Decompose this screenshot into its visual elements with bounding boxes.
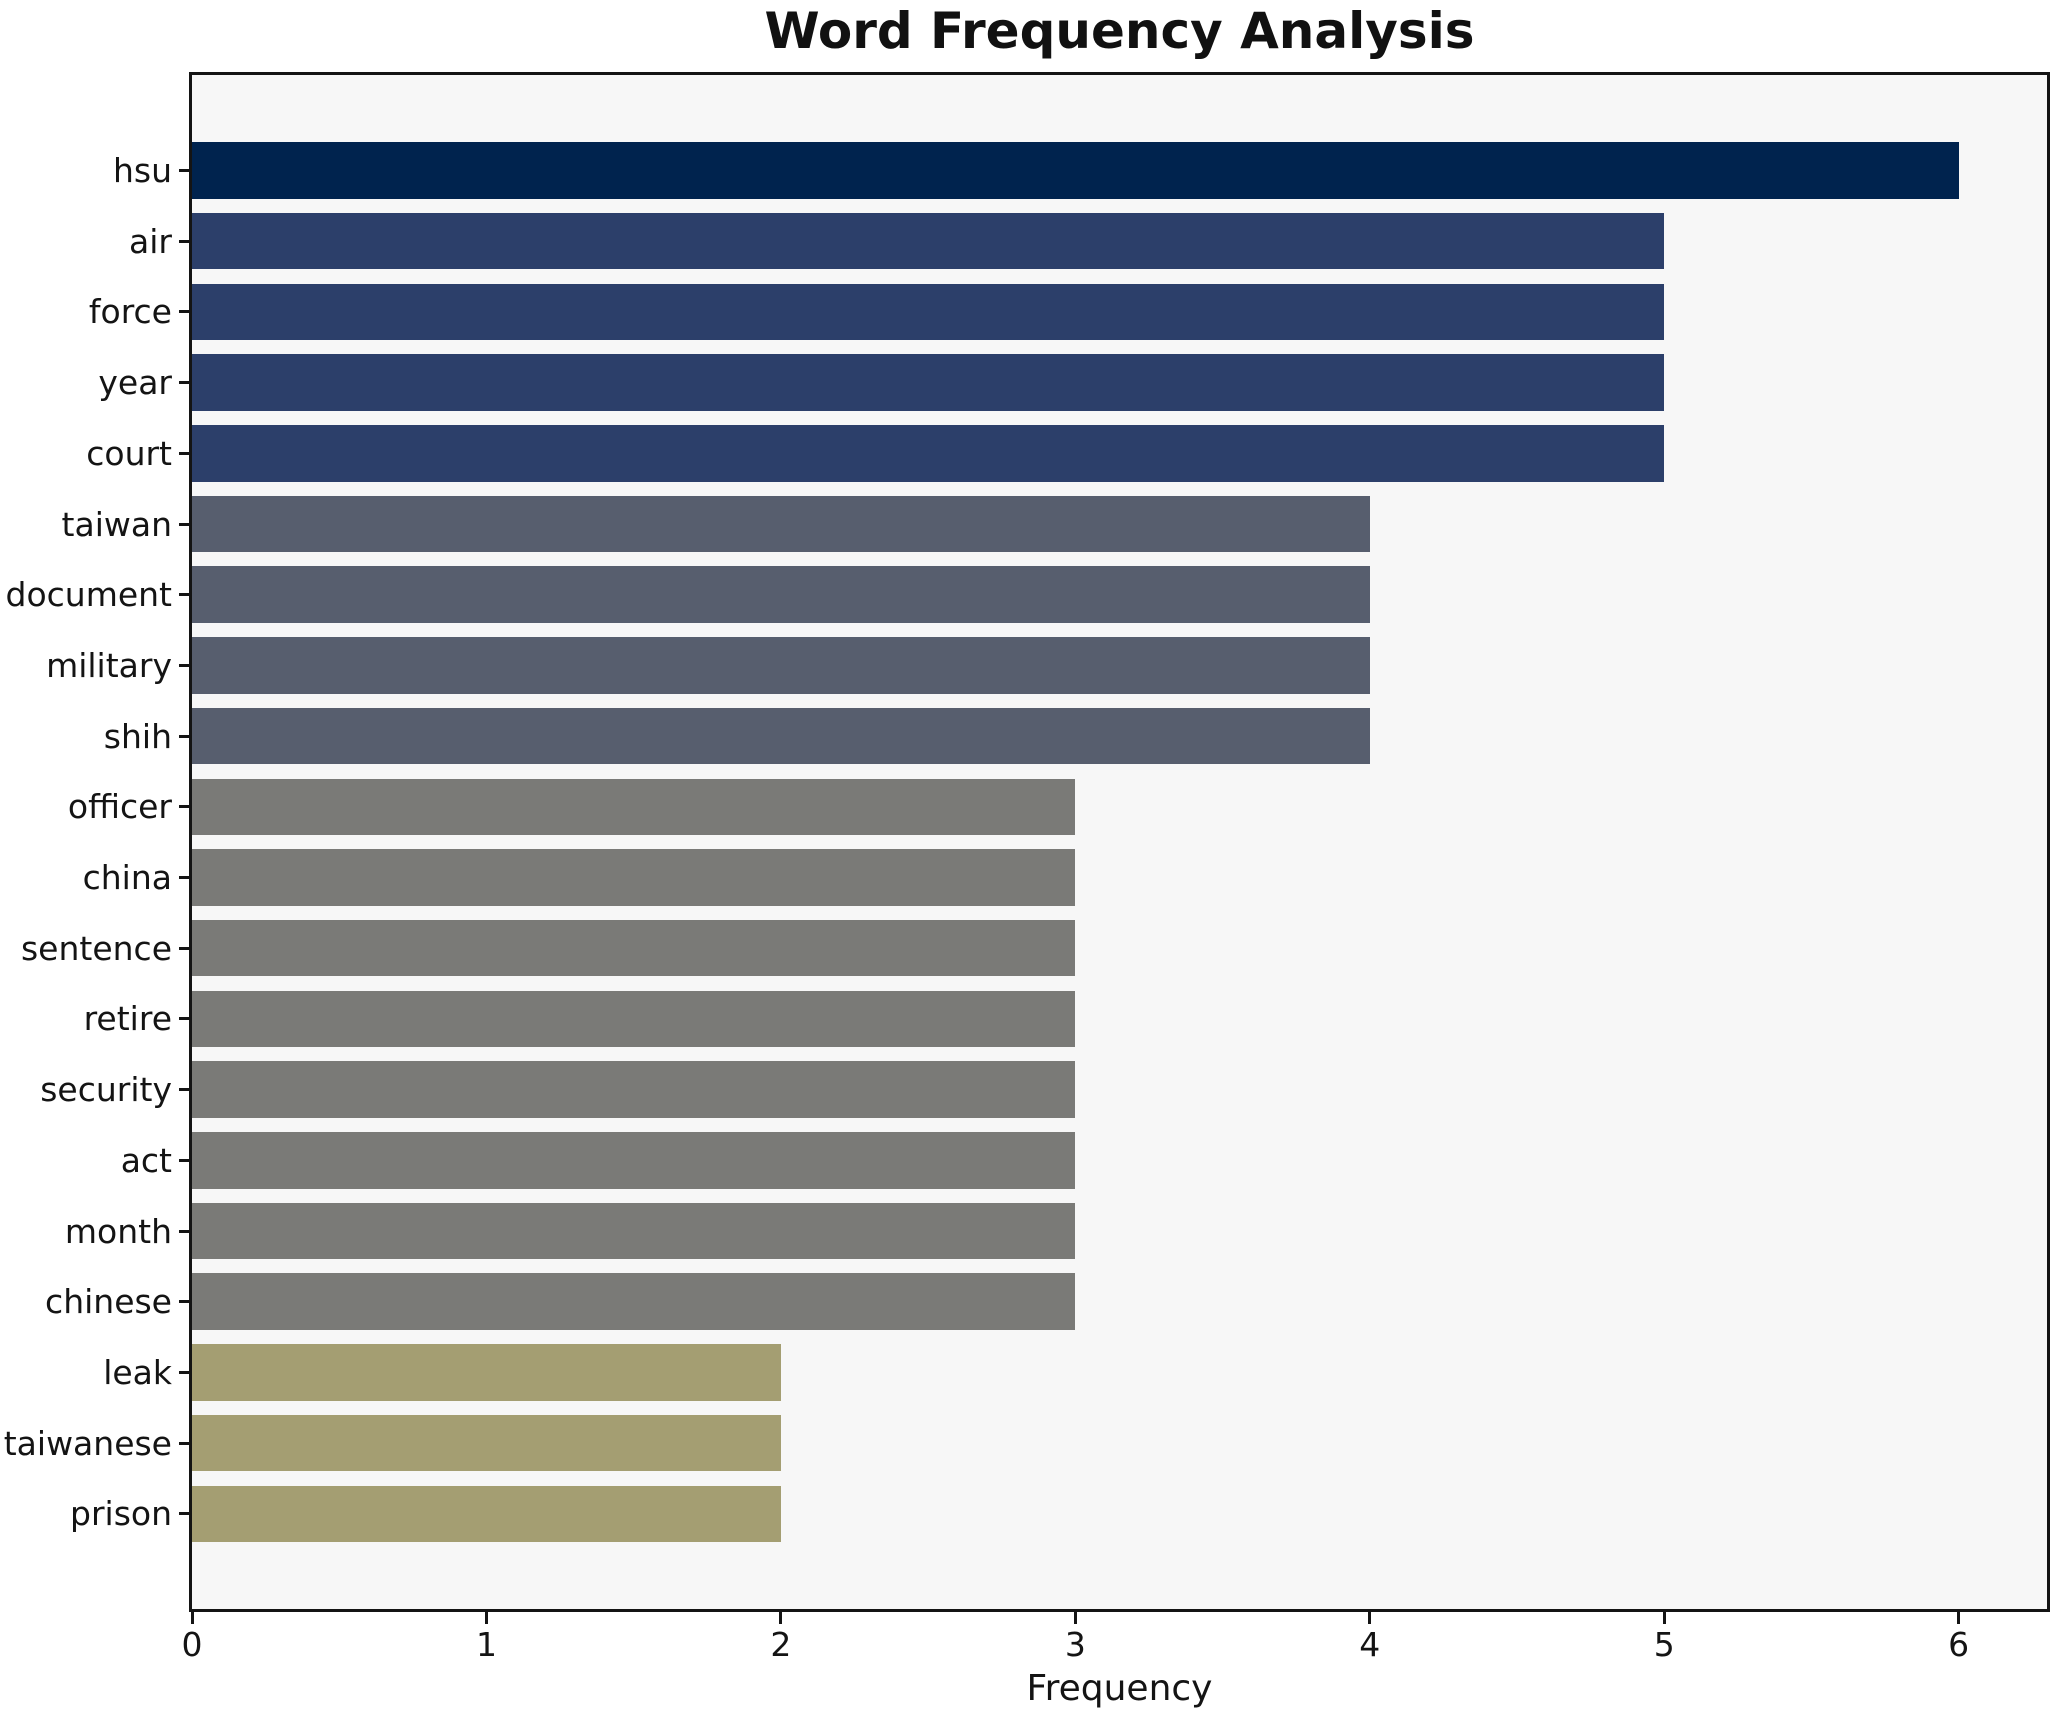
y-tick-label-officer: officer <box>67 787 172 827</box>
y-tick-label-security: security <box>40 1070 172 1110</box>
bar-taiwan <box>192 495 1370 553</box>
y-tick-mark <box>179 1017 189 1021</box>
y-tick-mark <box>179 593 189 597</box>
bar-act <box>192 1132 1076 1189</box>
y-tick-mark <box>179 381 189 385</box>
x-tick-mark <box>779 1612 783 1624</box>
x-tick-label-2: 2 <box>770 1625 792 1664</box>
bar-force <box>192 283 1665 341</box>
bar-military <box>192 637 1370 694</box>
y-tick-label-air: air <box>129 221 172 261</box>
y-tick-mark <box>179 1370 189 1374</box>
bar-sentence <box>192 919 1076 977</box>
y-tick-mark <box>179 1300 189 1304</box>
chart-title: Word Frequency Analysis <box>764 2 1475 60</box>
y-tick-mark <box>179 239 189 243</box>
y-tick-mark <box>179 876 189 879</box>
y-tick-mark <box>179 1229 189 1233</box>
y-tick-mark <box>179 663 189 667</box>
bar-shih <box>192 707 1370 765</box>
bar-hsu <box>192 142 1959 199</box>
bar-retire <box>192 990 1076 1048</box>
bar-document <box>192 566 1370 623</box>
x-tick-mark <box>1957 1612 1961 1624</box>
bar-officer <box>192 778 1076 836</box>
bar-year <box>192 354 1665 411</box>
bar-prison <box>192 1485 781 1543</box>
bar-security <box>192 1061 1076 1118</box>
y-tick-label-document: document <box>5 575 173 615</box>
y-tick-mark <box>179 946 189 950</box>
plot-area <box>189 72 2050 1612</box>
y-tick-label-chinese: chinese <box>45 1282 172 1322</box>
bar-chinese <box>192 1273 1076 1330</box>
x-tick-mark <box>190 1612 194 1624</box>
y-tick-label-act: act <box>120 1140 172 1180</box>
x-tick-label-1: 1 <box>475 1625 497 1664</box>
x-tick-label-6: 6 <box>1948 1625 1970 1664</box>
y-tick-label-military: military <box>46 645 172 685</box>
y-tick-mark <box>179 1512 189 1516</box>
y-tick-label-force: force <box>88 292 172 332</box>
y-tick-label-leak: leak <box>103 1352 172 1392</box>
y-tick-mark <box>179 734 189 738</box>
x-tick-label-3: 3 <box>1064 1625 1086 1664</box>
y-tick-mark <box>179 805 189 809</box>
y-tick-label-taiwanese: taiwanese <box>3 1423 172 1463</box>
y-tick-label-shih: shih <box>103 716 172 756</box>
bar-china <box>192 849 1076 906</box>
y-tick-label-hsu: hsu <box>112 151 172 190</box>
y-tick-label-taiwan: taiwan <box>61 504 172 544</box>
y-tick-mark <box>179 1088 189 1092</box>
x-tick-label-4: 4 <box>1359 1625 1381 1664</box>
y-tick-mark <box>179 310 189 314</box>
y-tick-mark <box>179 451 189 455</box>
y-tick-label-court: court <box>86 433 172 473</box>
y-tick-label-prison: prison <box>70 1494 172 1534</box>
x-tick-mark <box>1368 1612 1372 1624</box>
x-axis-label: Frequency <box>1026 1668 1213 1709</box>
y-tick-mark <box>179 1158 189 1162</box>
y-tick-label-month: month <box>64 1211 172 1251</box>
y-tick-label-year: year <box>98 363 172 403</box>
bar-month <box>192 1202 1076 1260</box>
x-tick-label-5: 5 <box>1653 1625 1675 1664</box>
y-tick-mark <box>179 522 189 526</box>
bar-air <box>192 212 1665 270</box>
x-tick-mark <box>484 1612 488 1624</box>
x-tick-mark <box>1073 1612 1077 1624</box>
bar-court <box>192 425 1665 482</box>
y-tick-label-china: china <box>82 858 172 897</box>
x-tick-mark <box>1662 1612 1666 1624</box>
y-tick-label-sentence: sentence <box>20 928 172 968</box>
y-tick-label-retire: retire <box>83 999 172 1039</box>
bar-leak <box>192 1344 781 1401</box>
bar-taiwanese <box>192 1414 781 1472</box>
x-tick-label-0: 0 <box>181 1625 203 1664</box>
y-tick-mark <box>179 1441 189 1445</box>
y-tick-mark <box>179 169 189 172</box>
